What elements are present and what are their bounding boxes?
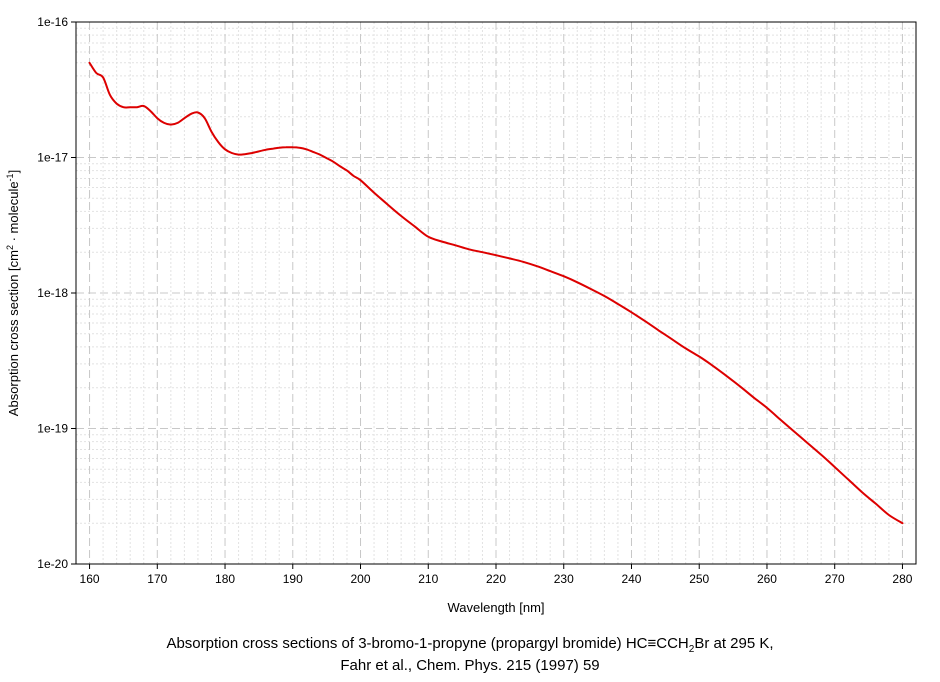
y-tick-label: 1e-16: [37, 15, 68, 29]
x-tick-label: 210: [418, 572, 438, 586]
x-tick-label: 170: [147, 572, 167, 586]
y-tick-label: 1e-20: [37, 557, 68, 571]
chart-caption-line-1: Absorption cross sections of 3-bromo-1-p…: [0, 634, 940, 660]
x-tick-label: 230: [554, 572, 574, 586]
series-layer: [88, 61, 904, 525]
y-axis-title: Absorption cross section [cm2 · molecule…: [5, 170, 21, 416]
y-tick-label: 1e-19: [37, 422, 68, 436]
y-axis-title-sup1: 2: [5, 245, 15, 250]
x-tick-label: 160: [80, 572, 100, 586]
y-tick-label: 1e-18: [37, 286, 68, 300]
caption-subscript: 2: [688, 644, 695, 655]
caption-text-a: Absorption cross sections of 3-bromo-1-p…: [166, 635, 689, 652]
x-axis-title: Wavelength [nm]: [447, 600, 544, 615]
x-tick-label: 260: [757, 572, 777, 586]
grid: [76, 21, 916, 565]
y-tick-label: 1e-17: [37, 151, 68, 165]
x-tick-label: 190: [283, 572, 303, 586]
y-axis-title-base: Absorption cross section [cm: [6, 250, 21, 416]
y-axis-title-sup2: -1: [5, 173, 15, 181]
x-tick-label: 250: [689, 572, 709, 586]
series-line-0: [88, 61, 904, 525]
x-tick-label: 220: [486, 572, 506, 586]
y-axis-title-end: ]: [6, 170, 21, 174]
x-tick-label: 180: [215, 572, 235, 586]
chart-caption-line-2: Fahr et al., Chem. Phys. 215 (1997) 59: [340, 657, 600, 674]
x-tick-label: 200: [351, 572, 371, 586]
caption-text-b: Br at 295 K,: [694, 635, 774, 652]
axis-ticks: 160 170 180 190 200 210 220 230 240 250 260 270 280 1…: [37, 15, 912, 586]
x-tick-label: 270: [825, 572, 845, 586]
y-axis-title-mid: · molecule: [6, 181, 21, 245]
x-tick-label: 280: [892, 572, 912, 586]
x-tick-label: 240: [621, 572, 641, 586]
